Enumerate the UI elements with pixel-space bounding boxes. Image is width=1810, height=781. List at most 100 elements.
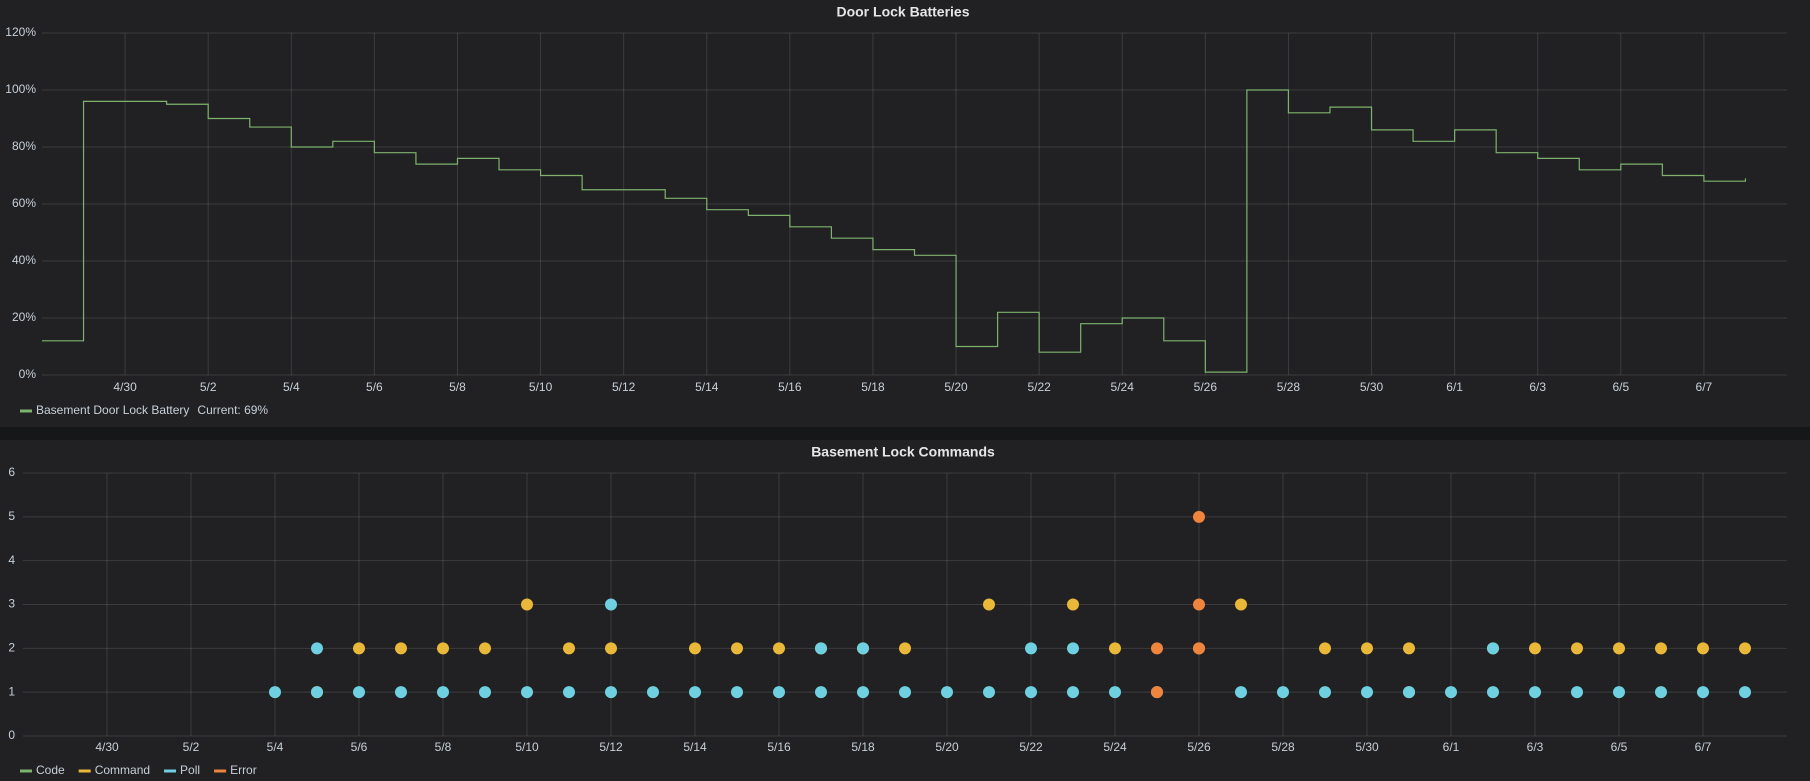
point: [311, 686, 323, 699]
point: [857, 642, 869, 655]
point: [1109, 642, 1121, 655]
x-tick-label: 6/5: [1612, 380, 1629, 394]
point: [353, 686, 365, 699]
point: [773, 642, 785, 655]
chart-title: Basement Lock Commands: [811, 444, 995, 460]
point: [563, 642, 575, 655]
point: [899, 686, 911, 699]
point: [1403, 686, 1415, 699]
legend-label: Command: [95, 763, 150, 777]
x-tick-label: 5/4: [267, 740, 284, 754]
y-tick-label: 4: [8, 553, 15, 567]
x-tick-label: 5/24: [1103, 740, 1127, 754]
x-tick-label: 5/6: [366, 380, 383, 394]
point: [1235, 686, 1247, 699]
x-tick-label: 5/8: [435, 740, 452, 754]
point: [1109, 686, 1121, 699]
point: [605, 642, 617, 655]
y-tick-label: 0%: [19, 367, 37, 381]
point: [815, 686, 827, 699]
x-tick-label: 5/4: [283, 380, 300, 394]
point: [1655, 686, 1667, 699]
y-tick-label: 20%: [12, 310, 36, 324]
point: [1151, 642, 1163, 655]
x-tick-label: 5/16: [778, 380, 802, 394]
point: [1067, 642, 1079, 655]
x-tick-label: 5/12: [599, 740, 623, 754]
panel: [0, 440, 1810, 781]
legend-swatch: [214, 769, 227, 773]
chart-title: Door Lock Batteries: [836, 4, 969, 20]
point: [689, 686, 701, 699]
x-tick-label: 6/7: [1695, 740, 1712, 754]
x-tick-label: 4/30: [113, 380, 137, 394]
x-tick-label: 5/14: [683, 740, 707, 754]
y-tick-label: 100%: [5, 82, 36, 96]
point: [1403, 642, 1415, 655]
point: [1361, 686, 1373, 699]
point: [1571, 642, 1583, 655]
point: [1487, 686, 1499, 699]
point: [1193, 510, 1205, 523]
point: [773, 686, 785, 699]
x-tick-label: 5/20: [944, 380, 968, 394]
point: [1025, 686, 1037, 699]
point: [731, 642, 743, 655]
point: [1067, 598, 1079, 611]
y-tick-label: 80%: [12, 139, 36, 153]
point: [1025, 642, 1037, 655]
point: [1445, 686, 1457, 699]
point: [437, 686, 449, 699]
point: [479, 642, 491, 655]
y-tick-label: 1: [8, 684, 15, 698]
point: [1529, 642, 1541, 655]
x-tick-label: 6/1: [1446, 380, 1463, 394]
x-tick-label: 6/7: [1696, 380, 1713, 394]
x-tick-label: 5/30: [1355, 740, 1379, 754]
x-tick-label: 5/26: [1194, 380, 1218, 394]
x-tick-label: 5/22: [1027, 380, 1051, 394]
point: [1067, 686, 1079, 699]
point: [1193, 598, 1205, 611]
legend-swatch: [78, 769, 91, 773]
point: [1529, 686, 1541, 699]
point: [647, 686, 659, 699]
x-tick-label: 5/10: [515, 740, 539, 754]
panel: [0, 0, 1810, 427]
x-tick-label: 5/28: [1271, 740, 1295, 754]
x-tick-label: 5/8: [449, 380, 466, 394]
point: [1193, 642, 1205, 655]
x-tick-label: 5/14: [695, 380, 719, 394]
point: [1739, 642, 1751, 655]
point: [857, 686, 869, 699]
x-tick-label: 5/22: [1019, 740, 1043, 754]
x-tick-label: 5/6: [351, 740, 368, 754]
point: [1613, 686, 1625, 699]
point: [1697, 686, 1709, 699]
legend-swatch: [164, 769, 177, 773]
y-tick-label: 2: [8, 641, 15, 655]
legend-swatch: [20, 409, 32, 413]
x-tick-label: 4/30: [95, 740, 119, 754]
x-tick-label: 5/2: [183, 740, 200, 754]
point: [1697, 642, 1709, 655]
point: [1739, 686, 1751, 699]
point: [521, 598, 533, 611]
point: [1235, 598, 1247, 611]
x-tick-label: 5/24: [1111, 380, 1135, 394]
x-tick-label: 6/3: [1529, 380, 1546, 394]
y-tick-label: 3: [8, 597, 15, 611]
point: [563, 686, 575, 699]
point: [311, 642, 323, 655]
y-tick-label: 0: [8, 728, 15, 742]
point: [1487, 642, 1499, 655]
line: [42, 89, 1747, 373]
point: [1361, 642, 1373, 655]
y-tick-label: 5: [8, 509, 15, 523]
x-tick-label: 5/28: [1277, 380, 1301, 394]
legend-label: Error: [230, 763, 257, 777]
x-tick-label: 6/5: [1611, 740, 1628, 754]
point: [605, 686, 617, 699]
point: [395, 642, 407, 655]
point: [1151, 686, 1163, 699]
